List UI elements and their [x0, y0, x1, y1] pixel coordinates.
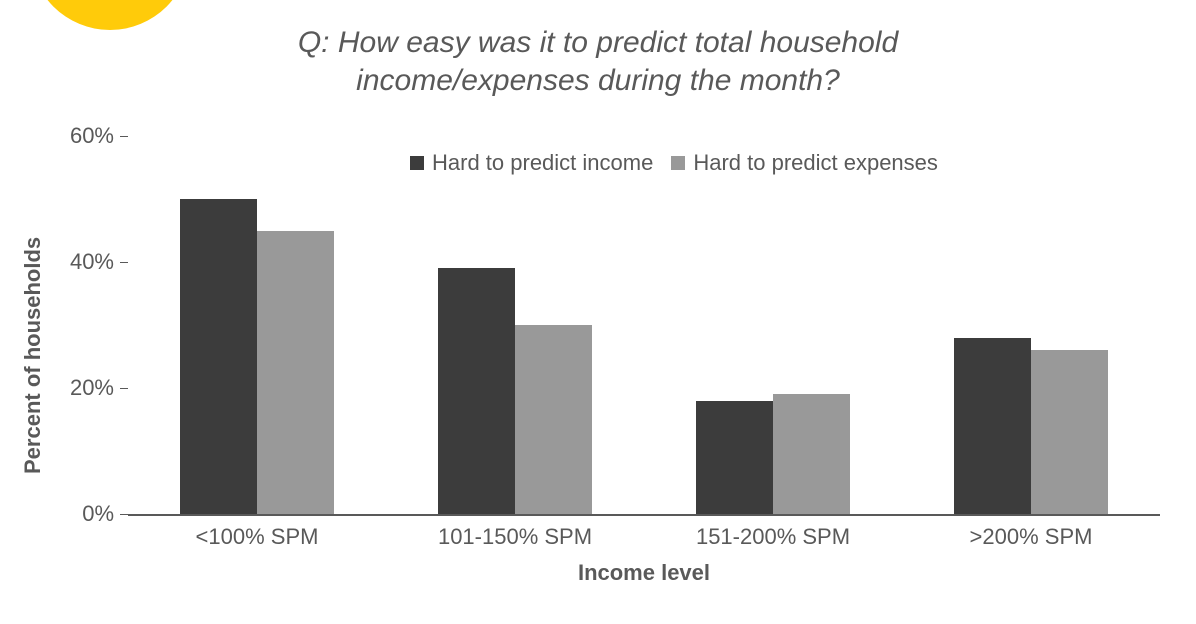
y-tick-label: 0%: [50, 501, 114, 527]
legend-swatch: [671, 156, 685, 170]
bar: [180, 199, 257, 514]
y-axis-label: Percent of households: [20, 237, 46, 474]
y-tick-mark: [120, 388, 128, 389]
x-category-label: <100% SPM: [128, 524, 386, 550]
chart-title: Q: How easy was it to predict total hous…: [0, 24, 1196, 99]
page: Q: How easy was it to predict total hous…: [0, 0, 1196, 624]
legend-swatch: [410, 156, 424, 170]
bar: [515, 325, 592, 514]
y-tick-mark: [120, 262, 128, 263]
y-tick-mark: [120, 514, 128, 515]
y-tick-mark: [120, 136, 128, 137]
x-category-label: 101-150% SPM: [386, 524, 644, 550]
legend-item: Hard to predict expenses: [671, 150, 938, 176]
title-line2: income/expenses during the month?: [356, 64, 840, 97]
bar: [954, 338, 1031, 514]
bar: [1031, 350, 1108, 514]
x-axis-label: Income level: [128, 560, 1160, 586]
y-tick-label: 20%: [50, 375, 114, 401]
x-category-label: >200% SPM: [902, 524, 1160, 550]
legend-label: Hard to predict expenses: [693, 150, 938, 176]
legend-label: Hard to predict income: [432, 150, 653, 176]
x-category-label: 151-200% SPM: [644, 524, 902, 550]
bar: [696, 401, 773, 514]
chart-legend: Hard to predict income Hard to predict ex…: [410, 150, 938, 176]
y-tick-label: 40%: [50, 249, 114, 275]
bar: [438, 268, 515, 514]
bar: [257, 231, 334, 515]
title-line1: Q: How easy was it to predict total hous…: [298, 26, 898, 59]
y-tick-label: 60%: [50, 123, 114, 149]
legend-item: Hard to predict income: [410, 150, 653, 176]
bar: [773, 394, 850, 514]
